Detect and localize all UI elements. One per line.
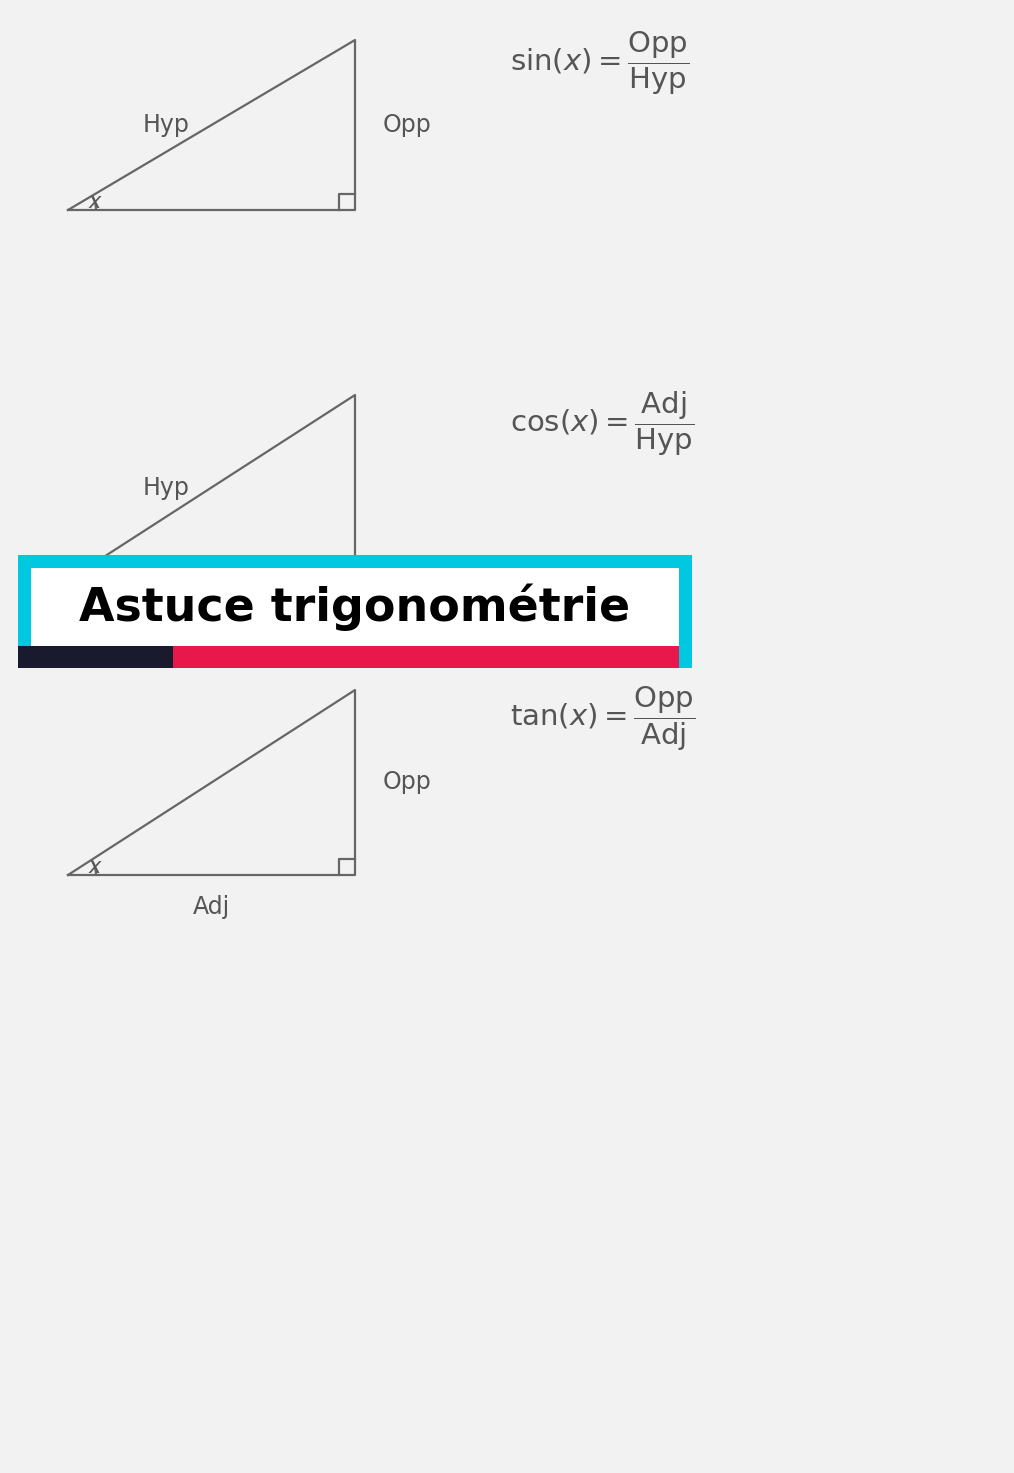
Text: $\tan(x) = \dfrac{\mathrm{Opp}}{\mathrm{Adj}}$: $\tan(x) = \dfrac{\mathrm{Opp}}{\mathrm{…	[510, 685, 696, 753]
Bar	[18, 555, 692, 667]
Bar	[18, 647, 173, 667]
Text: Hyp: Hyp	[143, 113, 190, 137]
Text: Astuce trigonométrie: Astuce trigonométrie	[79, 583, 631, 630]
Text: Hyp: Hyp	[143, 476, 190, 499]
Text: $\sin(x) = \dfrac{\mathrm{Opp}}{\mathrm{Hyp}}$: $\sin(x) = \dfrac{\mathrm{Opp}}{\mathrm{…	[510, 29, 690, 97]
Text: $x$: $x$	[88, 191, 103, 212]
Text: Adj: Adj	[193, 896, 230, 919]
Bar	[173, 647, 679, 667]
Text: $\cos(x) = \dfrac{\mathrm{Adj}}{\mathrm{Hyp}}$: $\cos(x) = \dfrac{\mathrm{Adj}}{\mathrm{…	[510, 390, 695, 458]
Text: Opp: Opp	[383, 770, 432, 794]
Text: $x$: $x$	[88, 857, 103, 876]
Text: Opp: Opp	[383, 113, 432, 137]
Bar	[31, 569, 679, 647]
